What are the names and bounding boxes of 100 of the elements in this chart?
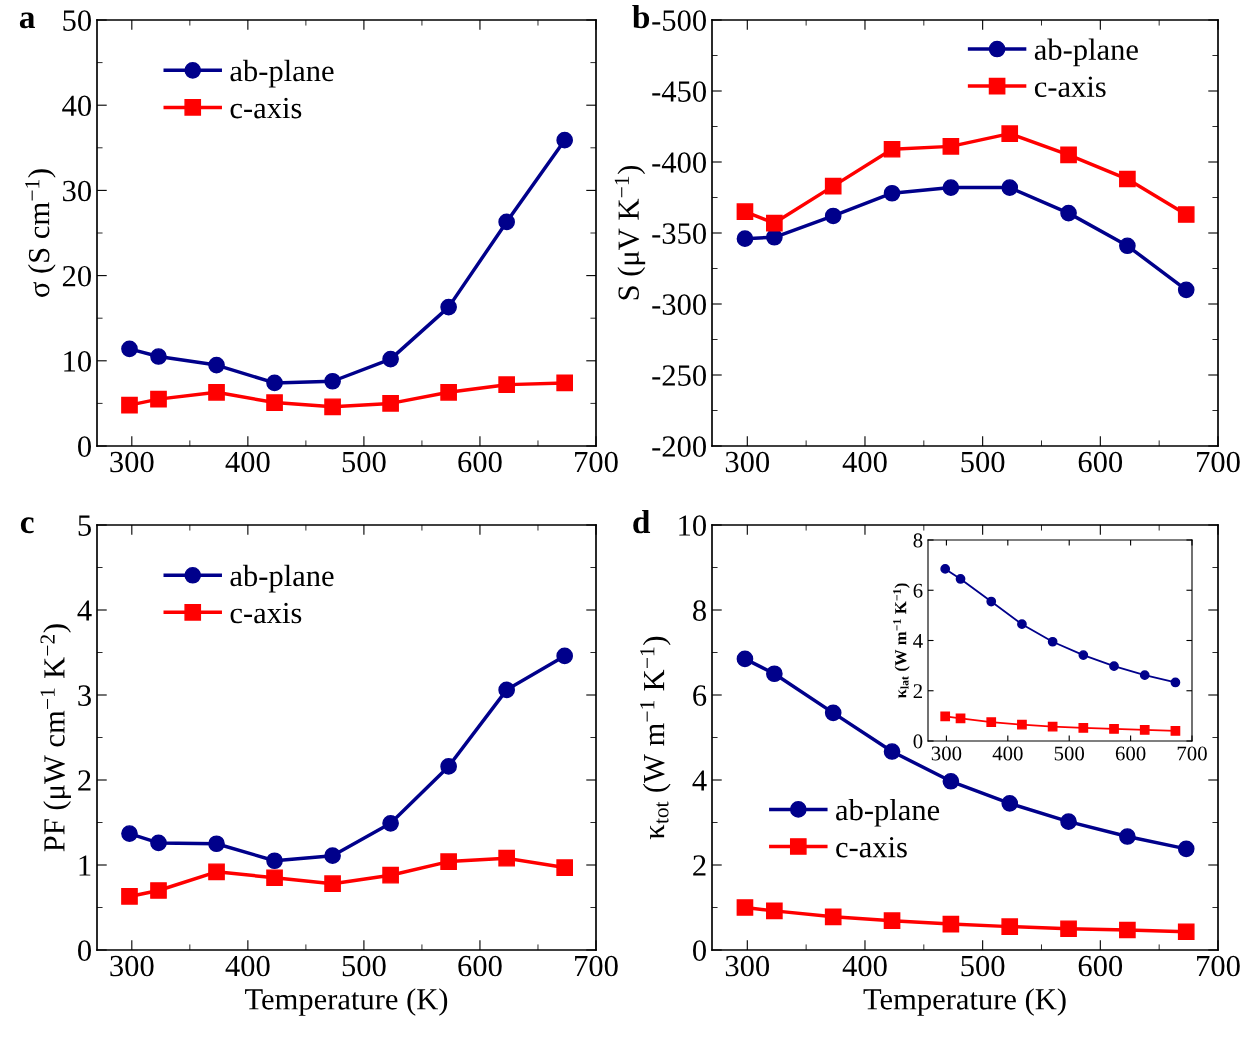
point bbox=[1078, 650, 1089, 660]
point bbox=[986, 596, 997, 607]
point bbox=[1060, 920, 1077, 938]
point bbox=[955, 574, 966, 584]
x-tick-label: 600 bbox=[458, 955, 502, 977]
x-tick-label: 400 bbox=[225, 955, 270, 977]
point bbox=[150, 348, 167, 365]
x-axis-title: Temperature (K) bbox=[863, 988, 1066, 1016]
point bbox=[498, 681, 515, 699]
point bbox=[736, 230, 754, 248]
point bbox=[824, 704, 842, 722]
y-tick-label: -250 bbox=[652, 365, 706, 386]
point bbox=[150, 882, 167, 899]
y-axis-title: κ$_{tot}$ (W m$^{−1}$ K$^{−1}$) bbox=[640, 636, 671, 840]
point bbox=[266, 852, 283, 870]
chart-title: a bbox=[19, 12, 35, 29]
point bbox=[942, 138, 960, 155]
point bbox=[1119, 237, 1136, 255]
y-tick-label: -450 bbox=[652, 81, 706, 102]
x-tick-label: 500 bbox=[961, 451, 1005, 473]
point bbox=[266, 374, 283, 392]
y-tick-label: 10 bbox=[679, 515, 706, 536]
x-tick-label: 400 bbox=[842, 451, 887, 473]
point bbox=[382, 395, 399, 412]
x-tick-label: 400 bbox=[992, 746, 1023, 761]
point bbox=[1119, 170, 1136, 188]
chart-title: b bbox=[632, 4, 650, 29]
y-tick-label: 4 bbox=[913, 634, 923, 648]
point bbox=[736, 899, 754, 916]
legend-label: c-axis bbox=[230, 97, 302, 119]
point bbox=[324, 372, 341, 390]
point bbox=[766, 214, 783, 232]
y-tick-label: 0 bbox=[693, 940, 706, 961]
x-tick-label: 600 bbox=[1078, 955, 1123, 977]
x-tick-label: 700 bbox=[575, 451, 618, 473]
legend-label: ab-plane bbox=[1034, 38, 1138, 67]
x-axis-title: Temperature (K) bbox=[245, 988, 448, 1016]
point bbox=[382, 815, 399, 832]
x-tick-label: 500 bbox=[342, 955, 386, 977]
chart-title: d bbox=[633, 509, 651, 534]
x-tick-label: 400 bbox=[842, 955, 887, 977]
y-tick-label: 0 bbox=[78, 940, 91, 961]
point bbox=[266, 869, 283, 887]
point bbox=[1060, 204, 1077, 222]
point bbox=[766, 665, 783, 683]
point bbox=[121, 825, 138, 842]
point bbox=[1109, 724, 1119, 734]
point bbox=[883, 140, 901, 158]
y-tick-label: -200 bbox=[652, 436, 706, 457]
point bbox=[382, 866, 399, 884]
point bbox=[121, 340, 138, 358]
y-tick-label: 5 bbox=[78, 515, 91, 536]
x-tick-label: 300 bbox=[110, 451, 154, 473]
point bbox=[1177, 923, 1195, 941]
point bbox=[736, 203, 754, 221]
point bbox=[1001, 125, 1019, 142]
point bbox=[942, 772, 960, 790]
point bbox=[824, 207, 842, 225]
y-axis-title: S (μV K$^{−1}$) bbox=[614, 165, 646, 300]
x-tick-label: 500 bbox=[961, 955, 1005, 977]
x-tick-label: 700 bbox=[1197, 451, 1240, 473]
y-tick-label: 0 bbox=[913, 734, 923, 749]
point bbox=[824, 177, 842, 195]
point bbox=[1177, 281, 1195, 299]
point bbox=[498, 213, 515, 231]
point bbox=[940, 564, 951, 574]
x-tick-label: 300 bbox=[725, 451, 770, 473]
y-axis-title: σ (S cm$^{−1}$) bbox=[25, 169, 56, 297]
point bbox=[150, 834, 167, 852]
point bbox=[986, 717, 997, 728]
y-tick-label: -350 bbox=[652, 223, 706, 244]
x-tick-label: 600 bbox=[1115, 746, 1146, 761]
y-axis-title: PF (μW cm$^{−1}$ K$^{−2}$) bbox=[40, 624, 71, 852]
point bbox=[1119, 828, 1136, 845]
y-tick-label: 8 bbox=[913, 533, 923, 548]
point bbox=[1170, 677, 1181, 688]
y-tick-label: 40 bbox=[62, 95, 91, 117]
legend-label: ab-plane bbox=[230, 564, 334, 593]
point bbox=[150, 390, 167, 408]
y-tick-label: 50 bbox=[63, 10, 91, 31]
point bbox=[556, 647, 574, 665]
x-tick-label: 600 bbox=[458, 451, 502, 473]
point bbox=[1109, 661, 1119, 671]
point bbox=[208, 835, 225, 853]
y-tick-label: -400 bbox=[652, 152, 706, 173]
legend-label: c-axis bbox=[836, 836, 907, 858]
x-tick-label: 600 bbox=[1078, 451, 1123, 473]
point bbox=[736, 650, 754, 668]
point bbox=[208, 356, 225, 374]
point bbox=[1139, 725, 1150, 735]
point bbox=[942, 179, 960, 196]
point bbox=[940, 711, 951, 722]
y-tick-label: 30 bbox=[63, 180, 91, 202]
y-tick-label: -300 bbox=[652, 294, 706, 315]
y-tick-label: 3 bbox=[78, 685, 91, 706]
point bbox=[1001, 918, 1019, 935]
point bbox=[266, 394, 283, 411]
legend-label: c-axis bbox=[230, 602, 302, 624]
point bbox=[1078, 723, 1089, 733]
point bbox=[942, 915, 960, 933]
